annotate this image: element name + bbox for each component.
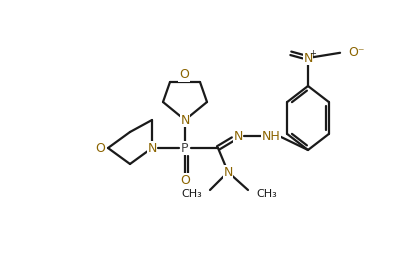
Text: NH: NH [262,130,280,143]
Text: N: N [223,165,233,178]
Text: O: O [179,69,189,81]
Text: N: N [234,130,243,143]
Text: P: P [181,142,189,155]
Text: O: O [180,173,190,186]
Text: N: N [147,142,157,155]
Text: CH₃: CH₃ [181,189,202,199]
Text: CH₃: CH₃ [256,189,277,199]
Text: N: N [303,52,313,64]
Text: O⁻: O⁻ [348,45,364,59]
Text: O: O [95,142,105,155]
Text: +: + [309,49,316,59]
Text: N: N [180,114,190,127]
